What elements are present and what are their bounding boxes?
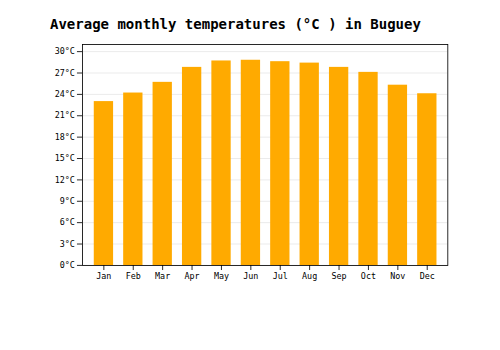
svg-text:3°C: 3°C — [60, 239, 75, 249]
svg-text:24°C: 24°C — [55, 89, 75, 99]
svg-text:Dec: Dec — [420, 271, 435, 281]
svg-text:Sep: Sep — [331, 271, 346, 281]
svg-text:Jul: Jul — [273, 271, 288, 281]
svg-text:15°C: 15°C — [55, 153, 75, 163]
svg-text:May: May — [214, 271, 229, 281]
svg-text:Oct: Oct — [361, 271, 376, 281]
svg-text:9°C: 9°C — [60, 196, 75, 206]
svg-text:Nov: Nov — [390, 271, 405, 281]
html-text:Average monthly temperatures (: Average monthly temperatures (°C ) in Bu… — [50, 16, 421, 32]
svg-text:Mar: Mar — [155, 271, 170, 281]
svg-text:21°C: 21°C — [55, 110, 75, 120]
svg-text:27°C: 27°C — [55, 68, 75, 78]
svg-text:12°C: 12°C — [55, 175, 75, 185]
svg-text:18°C: 18°C — [55, 132, 75, 142]
svg-text:30°C: 30°C — [55, 46, 75, 56]
svg-text:6°C: 6°C — [60, 217, 75, 227]
svg-text:Feb: Feb — [126, 271, 141, 281]
svg-text:Apr: Apr — [184, 271, 199, 281]
svg-text:0°C: 0°C — [60, 260, 75, 270]
svg-text:Aug: Aug — [302, 271, 317, 281]
svg-text:Jun: Jun — [243, 271, 258, 281]
svg-text:Jan: Jan — [96, 271, 111, 281]
